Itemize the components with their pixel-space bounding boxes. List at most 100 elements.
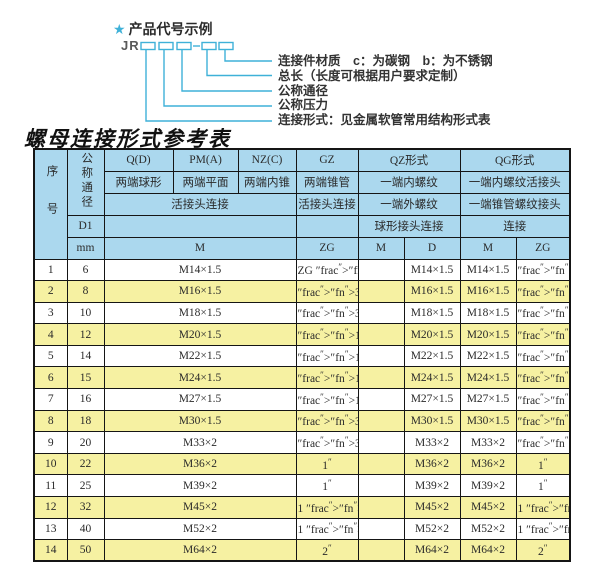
cell-gz: 1″	[295, 452, 359, 476]
cell-gz: 1 ″frac″>″fn″>1″fd″>2″	[295, 517, 359, 541]
table-row: 716M27×1.5″frac″>″fn″>1″fd″>2″M27×1.5M27…	[33, 388, 571, 411]
union-connection-label: 活接头连接	[103, 192, 297, 216]
cell-qz_d: M20×1.5	[403, 323, 461, 346]
cell-qg_m: M14×1.5	[459, 258, 517, 282]
table-row: 310M18×1.5″frac″>″fn″>3″fd″>8″M18×1.5M18…	[33, 301, 571, 325]
cell-qz_d: M36×2	[403, 452, 461, 476]
cell-m: M39×2	[103, 474, 297, 498]
cell-gz: ″frac″>″fn″>3″fd″>4″	[295, 409, 359, 433]
desc-qz-1: 一端内螺纹	[357, 170, 461, 194]
cell-qg_m: M22×1.5	[459, 344, 517, 368]
cell-m: M33×2	[103, 431, 297, 454]
cell-qz_d: M45×2	[403, 496, 461, 519]
cell-m: M16×1.5	[103, 280, 297, 303]
cell-no: 11	[33, 474, 68, 498]
cell-m: M27×1.5	[103, 388, 297, 411]
cell-qz_d: M39×2	[403, 474, 461, 498]
cell-gz: ″frac″>″fn″>1″fd″>2″	[295, 388, 359, 411]
table-row: 818M30×1.5″frac″>″fn″>3″fd″>4″M30×1.5M30…	[33, 409, 571, 433]
table-row: 514M22×1.5″frac″>″fn″>1″fd″>2″M22×1.5M22…	[33, 344, 571, 368]
code-box-3	[176, 41, 192, 51]
cell-qz_m	[357, 452, 405, 476]
cell-qg_m: M36×2	[459, 452, 517, 476]
header-row-1: 序号 公称通径 Q(D) PM(A) NZ(C) GZ QZ形式 QG形式	[33, 148, 571, 260]
cell-qg_m: M52×2	[459, 517, 517, 541]
cell-no: 9	[33, 431, 68, 454]
desc-qg-2: 一端锥管螺纹接头	[459, 192, 571, 216]
cell-qg_m: M39×2	[459, 474, 517, 498]
cell-dn: 50	[66, 539, 105, 562]
cell-qg_m: M33×2	[459, 431, 517, 454]
cell-m: M18×1.5	[103, 301, 297, 325]
cell-qg_zg: 1″	[515, 452, 571, 476]
cell-no: 13	[33, 517, 68, 541]
empty-cell-gz	[295, 214, 359, 238]
cell-qz_d: M52×2	[403, 517, 461, 541]
legend-pressure: 公称压力	[278, 98, 329, 113]
cell-qg_m: M20×1.5	[459, 323, 517, 346]
cell-qg_m: M45×2	[459, 496, 517, 519]
cell-qg_m: M16×1.5	[459, 280, 517, 303]
desc-qz-2: 一端外螺纹	[357, 192, 461, 216]
cell-dn: 8	[66, 280, 105, 303]
table-row: 14 50 M64×2 2″ M64×2 M64×2 2″	[33, 539, 571, 562]
thread-col-qg-m: M	[459, 236, 517, 260]
table-row: 11 25 M39×2 1″ M39×2 M39×2 1″	[33, 474, 571, 498]
cell-dn: 16	[66, 388, 105, 411]
product-code-example-text: 产品代号示例	[128, 21, 213, 37]
cell-dn: 15	[66, 366, 105, 390]
thread-col-qz-m: M	[357, 236, 405, 260]
cell-gz: 1″	[295, 474, 359, 498]
cell-dn: 14	[66, 344, 105, 368]
col-header-seq: 序号	[33, 148, 68, 260]
cell-gz: ″frac″>″fn″>3″fd″>8″	[295, 301, 359, 325]
cell-qg_zg: ″frac″>″fn″>3″fd″>8″	[515, 280, 571, 303]
connector-line-diameter	[181, 49, 272, 92]
cell-gz: ″frac″>″fn″>1″fd″>2″	[295, 323, 359, 346]
cell-dn: 22	[66, 452, 105, 476]
code-box-4	[201, 41, 217, 51]
cell-dn: 20	[66, 431, 105, 454]
legend-length: 总长（长度可根据用户要求定制）	[278, 68, 466, 83]
header-row-5: mm M ZG M D M ZG	[34, 236, 571, 260]
unit-mm: mm	[66, 236, 105, 260]
cell-no: 12	[33, 496, 68, 519]
cell-qz_d: M64×2	[403, 539, 461, 562]
cell-gz: ZG ″frac″>″fn″>1″fd″>4″	[295, 258, 359, 282]
cell-qg_zg: ″frac″>″fn″>3″fd″>4″	[515, 409, 571, 433]
cell-no: 6	[33, 366, 68, 390]
qg-connection-label: 连接	[459, 214, 571, 238]
cell-qg_zg: ″frac″>″fn″>1″fd″>2″	[515, 344, 571, 368]
col-header-qd: Q(D)	[103, 148, 174, 172]
cell-m: M45×2	[103, 496, 297, 519]
cell-qg_zg: 1 ″frac″>″fn″>1″fd″>2″	[515, 517, 571, 541]
cell-dn: 12	[66, 323, 105, 346]
cell-qz_m	[357, 409, 405, 433]
table-header: 序号 公称通径 Q(D) PM(A) NZ(C) GZ QZ形式 QG形式 两端…	[33, 148, 571, 260]
cell-qg_m: M24×1.5	[459, 366, 517, 390]
cell-qg_zg: 2″	[515, 539, 571, 562]
cell-qz_d: M33×2	[403, 431, 461, 454]
star-icon: ★	[113, 21, 126, 37]
col-header-pma: PM(A)	[172, 148, 239, 172]
cell-m: M36×2	[103, 452, 297, 476]
code-box-2	[158, 41, 174, 51]
header-row-2: 两端球形 两端平面 两端内锥 两端锥管 一端内螺纹 一端内螺纹活接头	[34, 170, 571, 194]
cell-qz_m	[357, 474, 405, 498]
code-legend-lines	[140, 41, 272, 122]
table-row: 28M16×1.5″frac″>″fn″>3″fd″>8″M16×1.5M16×…	[33, 280, 571, 303]
legend-diameter: 公称通径	[278, 83, 329, 98]
cell-qz_m	[357, 323, 405, 346]
desc-gz: 两端锥管	[295, 170, 359, 194]
table-title: 螺母连接形式参考表	[24, 126, 231, 151]
cell-m: M24×1.5	[103, 366, 297, 390]
cell-gz: 2″	[295, 539, 359, 562]
cell-no: 14	[33, 539, 68, 562]
cell-m: M22×1.5	[103, 344, 297, 368]
col-header-qg: QG形式	[459, 148, 571, 172]
cell-qz_m	[357, 301, 405, 325]
cell-m: M14×1.5	[103, 258, 297, 282]
